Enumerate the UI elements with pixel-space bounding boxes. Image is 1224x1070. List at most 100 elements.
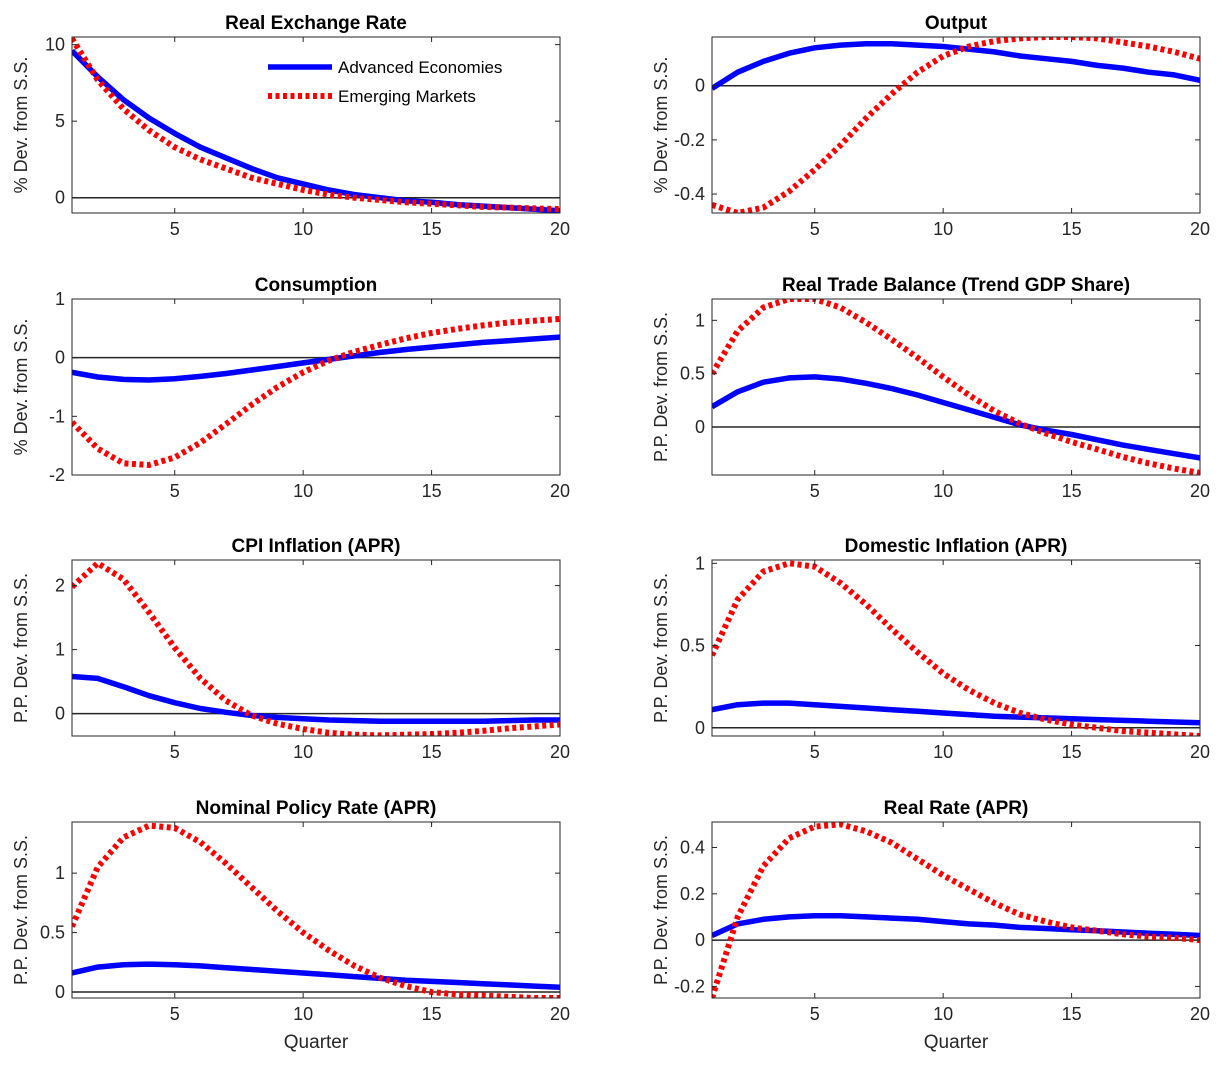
x-tick-label: 15 [1062,481,1082,501]
panel-title: Consumption [255,275,377,296]
y-tick-label: 0.5 [680,636,705,656]
x-tick-label: 10 [293,481,313,501]
x-tick-label: 15 [422,1004,442,1024]
y-tick-label: 0.2 [680,884,705,904]
y-axis-label: % Dev. from S.S. [11,319,31,456]
axes-box [71,298,561,476]
panel-title: Real Rate (APR) [884,798,1029,819]
series-line-emerging [712,560,1200,736]
y-tick-label: 0.5 [40,923,65,943]
axes-box [71,36,561,214]
y-axis-label: P.P. Dev. from S.S. [651,312,671,462]
y-axis-label: P.P. Dev. from S.S. [651,573,671,723]
panel-2: 5 10 15 20 -2 -1 0 1 Consumption % Dev. from S.S. [11,275,570,501]
x-axis-label: Quarter [924,1032,989,1053]
panel-title: Real Trade Balance (Trend GDP Share) [782,275,1130,296]
x-tick-label: 5 [170,219,180,239]
panel-title: Real Exchange Rate [225,13,407,34]
y-tick-label: 0 [695,76,705,96]
x-tick-label: 20 [550,481,570,501]
y-tick-label: 0 [695,417,705,437]
axes-box [71,821,561,999]
x-tick-label: 5 [810,742,820,762]
x-tick-label: 10 [293,219,313,239]
y-tick-label: 0.4 [680,837,705,857]
series-line-advanced [72,673,560,725]
series-line-advanced [72,961,560,991]
panel-title: Nominal Policy Rate (APR) [196,798,437,819]
panel-4: 5 10 15 20 0 1 2 CPI Inflation (APR) P.P. Dev. f… [11,536,570,762]
panel-1: 5 10 15 20 -0.4 -0.2 0 Output % Dev. from S.S. [651,13,1210,239]
y-tick-label: 0 [695,718,705,738]
series-line-emerging [712,37,1200,213]
y-tick-label: -0.2 [674,976,705,996]
x-tick-label: 5 [170,481,180,501]
legend: Advanced Economies Emerging Markets [268,58,502,106]
y-tick-label: 0 [695,930,705,950]
panel-3: 5 10 15 20 0 0.5 1 Real Trade Balance (Trend GD… [651,275,1210,501]
series-line-emerging [72,560,560,736]
x-tick-label: 5 [170,742,180,762]
x-tick-label: 20 [1190,219,1210,239]
panel-5: 5 10 15 20 0 0.5 1 Domestic Inflation (APR) P.P.… [651,536,1210,762]
series-line-emerging [712,299,1200,475]
x-tick-label: 20 [1190,481,1210,501]
axes-box [711,36,1201,214]
panel-7: 5 10 15 20 -0.2 0 0.2 0.4 Real Rate (APR) P.P. De… [651,798,1210,1053]
series-line-advanced [712,41,1200,91]
y-axis-label: P.P. Dev. from S.S. [11,573,31,723]
x-tick-label: 10 [933,219,953,239]
panel-title: Domestic Inflation (APR) [845,536,1068,557]
x-tick-label: 15 [1062,1004,1082,1024]
panel-title: Output [925,13,988,34]
series-line-emerging [72,37,560,213]
y-tick-label: 1 [55,863,65,883]
y-tick-label: 1 [55,289,65,309]
axes-box [711,821,1201,999]
x-tick-label: 20 [1190,1004,1210,1024]
y-tick-label: 0 [55,348,65,368]
y-axis-label: P.P. Dev. from S.S. [11,835,31,985]
axes-box [711,298,1201,476]
y-tick-label: 0 [55,704,65,724]
legend-label-emerging: Emerging Markets [338,87,476,106]
y-tick-label: 0.5 [680,364,705,384]
x-tick-label: 10 [933,481,953,501]
y-tick-label: 2 [55,576,65,596]
y-axis-label: P.P. Dev. from S.S. [651,835,671,985]
y-tick-label: 5 [55,111,65,131]
y-tick-label: 1 [695,310,705,330]
series-line-advanced [712,913,1200,939]
x-tick-label: 15 [1062,742,1082,762]
axes-box [71,559,561,737]
x-tick-label: 15 [422,481,442,501]
x-tick-label: 10 [293,1004,313,1024]
x-tick-label: 10 [933,742,953,762]
y-axis-label: % Dev. from S.S. [651,57,671,194]
x-tick-label: 15 [422,219,442,239]
series-line-advanced [712,700,1200,726]
series-line-emerging [72,822,560,998]
legend-label-advanced: Advanced Economies [338,58,502,77]
y-tick-label: -0.4 [674,184,705,204]
series-line-advanced [712,374,1200,461]
panel-title: CPI Inflation (APR) [232,536,401,557]
x-tick-label: 5 [810,1004,820,1024]
x-tick-label: 20 [1190,742,1210,762]
panel-6: 5 10 15 20 0 0.5 1 Nominal Policy Rate (APR) P.P… [11,798,570,1053]
x-tick-label: 10 [293,742,313,762]
x-tick-label: 5 [810,219,820,239]
y-tick-label: 10 [45,35,65,55]
x-tick-label: 10 [933,1004,953,1024]
y-tick-label: -2 [49,465,65,485]
x-tick-label: 20 [550,1004,570,1024]
panel-0: 5 10 15 20 0 5 10 Real Exchange Rate % Dev. from… [11,13,570,239]
series-line-emerging [712,822,1200,998]
y-tick-label: 1 [695,553,705,573]
x-axis-label: Quarter [284,1032,349,1053]
y-tick-label: 0 [55,982,65,1002]
series-line-advanced [72,334,560,383]
series-line-emerging [72,315,560,468]
y-tick-label: 1 [55,640,65,660]
x-tick-label: 20 [550,742,570,762]
